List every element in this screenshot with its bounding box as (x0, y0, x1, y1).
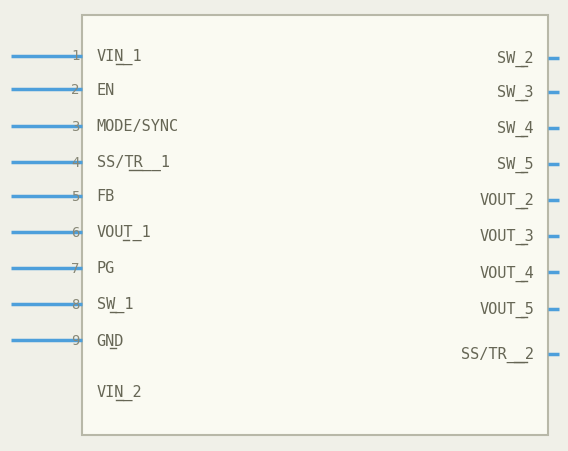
Text: SW_4: SW_4 (498, 120, 534, 137)
Text: FB: FB (97, 189, 115, 204)
Text: VOUT_5: VOUT_5 (479, 301, 534, 317)
Text: GND: GND (97, 333, 124, 348)
Text: 1: 1 (71, 50, 80, 63)
Text: 6: 6 (71, 226, 80, 239)
Text: EN: EN (97, 83, 115, 98)
Text: VIN_1: VIN_1 (97, 48, 142, 64)
Text: PG: PG (97, 261, 115, 276)
Text: VOUT_1: VOUT_1 (97, 224, 151, 240)
Text: SW_5: SW_5 (498, 156, 534, 173)
Text: SW_1: SW_1 (97, 296, 133, 313)
Text: SS/TR__2: SS/TR__2 (461, 346, 534, 362)
Text: VOUT_3: VOUT_3 (479, 229, 534, 245)
Text: VOUT_2: VOUT_2 (479, 193, 534, 209)
Text: 3: 3 (71, 120, 80, 133)
Text: 4: 4 (71, 156, 80, 169)
Text: 9: 9 (71, 334, 80, 347)
Text: SW_3: SW_3 (498, 84, 534, 101)
Text: 2: 2 (71, 83, 80, 97)
Text: 7: 7 (71, 262, 80, 275)
Text: VOUT_4: VOUT_4 (479, 265, 534, 281)
Text: VIN_2: VIN_2 (97, 384, 142, 400)
Text: 8: 8 (71, 298, 80, 311)
Text: MODE/SYNC: MODE/SYNC (97, 119, 179, 134)
Text: 5: 5 (71, 189, 80, 203)
Text: SW_2: SW_2 (498, 51, 534, 67)
FancyBboxPatch shape (82, 16, 548, 435)
Text: SS/TR__1: SS/TR__1 (97, 154, 170, 170)
